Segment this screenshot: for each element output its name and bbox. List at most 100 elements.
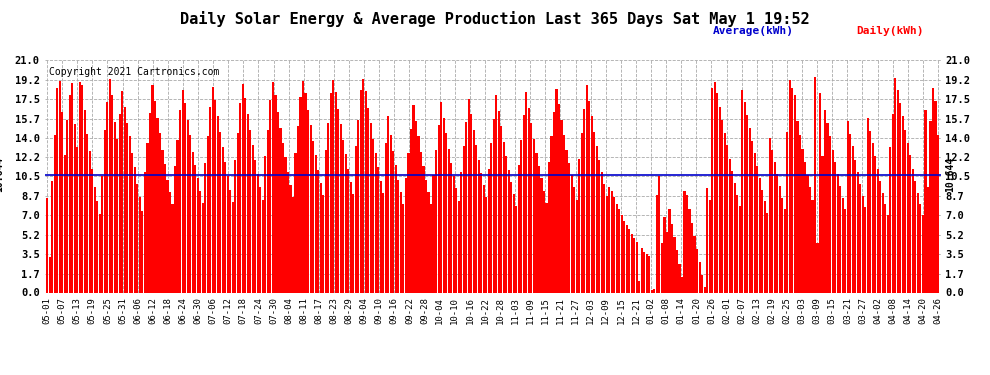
Bar	[382, 193, 384, 292]
Bar	[109, 79, 111, 292]
Bar	[531, 123, 533, 292]
Bar	[116, 139, 119, 292]
Bar	[671, 224, 673, 292]
Bar	[338, 109, 340, 292]
Bar	[418, 136, 420, 292]
Bar	[359, 90, 361, 292]
Bar	[648, 256, 650, 292]
Bar	[204, 163, 206, 292]
Bar	[254, 160, 256, 292]
Bar	[626, 225, 628, 292]
Bar	[352, 194, 354, 292]
Bar	[696, 249, 698, 292]
Text: 10.644: 10.644	[945, 157, 955, 192]
Bar	[678, 264, 680, 292]
Bar	[345, 154, 346, 292]
Bar	[335, 92, 337, 292]
Bar	[462, 146, 464, 292]
Bar	[49, 257, 50, 292]
Bar	[375, 153, 377, 292]
Bar	[247, 114, 248, 292]
Bar	[122, 91, 124, 292]
Bar	[676, 251, 678, 292]
Bar	[480, 173, 482, 292]
Bar	[771, 150, 773, 292]
Bar	[922, 215, 924, 292]
Bar	[498, 111, 500, 292]
Bar	[869, 131, 871, 292]
Bar	[259, 188, 261, 292]
Bar	[644, 252, 645, 292]
Bar	[440, 102, 443, 292]
Bar	[829, 136, 832, 292]
Bar	[817, 243, 819, 292]
Bar	[739, 206, 741, 292]
Bar	[565, 150, 567, 292]
Bar	[588, 101, 590, 292]
Bar	[500, 126, 502, 292]
Bar	[547, 162, 550, 292]
Bar	[834, 162, 837, 292]
Bar	[832, 150, 834, 292]
Bar	[653, 289, 655, 292]
Bar	[186, 120, 189, 292]
Bar	[840, 186, 842, 292]
Bar	[636, 242, 638, 292]
Bar	[716, 93, 718, 292]
Bar	[490, 143, 492, 292]
Bar	[242, 84, 244, 292]
Bar	[917, 193, 919, 292]
Bar	[505, 156, 508, 292]
Bar	[871, 143, 874, 292]
Bar	[578, 159, 580, 292]
Bar	[874, 156, 876, 292]
Bar	[405, 178, 407, 292]
Bar	[343, 140, 345, 292]
Text: Daily(kWh): Daily(kWh)	[856, 26, 924, 36]
Bar	[369, 123, 372, 292]
Bar	[650, 290, 653, 292]
Bar	[538, 166, 540, 292]
Bar	[907, 143, 909, 292]
Bar	[297, 126, 299, 292]
Bar	[267, 130, 269, 292]
Bar	[66, 120, 68, 292]
Bar	[232, 202, 234, 292]
Bar	[570, 175, 572, 292]
Bar	[299, 96, 302, 292]
Bar	[249, 130, 251, 292]
Bar	[655, 195, 658, 292]
Bar	[553, 112, 555, 292]
Bar	[639, 281, 641, 292]
Bar	[721, 120, 724, 292]
Bar	[786, 132, 788, 292]
Bar	[543, 190, 545, 292]
Bar	[822, 156, 824, 292]
Bar	[310, 125, 312, 292]
Bar	[849, 134, 851, 292]
Bar	[485, 197, 487, 292]
Bar	[144, 172, 146, 292]
Bar	[194, 165, 196, 292]
Bar	[842, 198, 843, 292]
Bar	[460, 172, 462, 292]
Bar	[142, 211, 144, 292]
Bar	[443, 118, 445, 292]
Bar	[91, 168, 93, 292]
Bar	[214, 100, 216, 292]
Bar	[573, 188, 575, 292]
Text: Average(kWh): Average(kWh)	[713, 26, 794, 36]
Bar	[598, 160, 600, 292]
Bar	[438, 125, 440, 292]
Bar	[166, 180, 168, 292]
Bar	[450, 163, 452, 292]
Bar	[668, 210, 670, 292]
Bar	[477, 160, 480, 292]
Bar	[932, 88, 934, 292]
Bar	[169, 192, 171, 292]
Bar	[137, 184, 139, 292]
Bar	[854, 160, 856, 292]
Bar	[400, 192, 402, 292]
Bar	[347, 168, 349, 292]
Bar	[784, 210, 786, 292]
